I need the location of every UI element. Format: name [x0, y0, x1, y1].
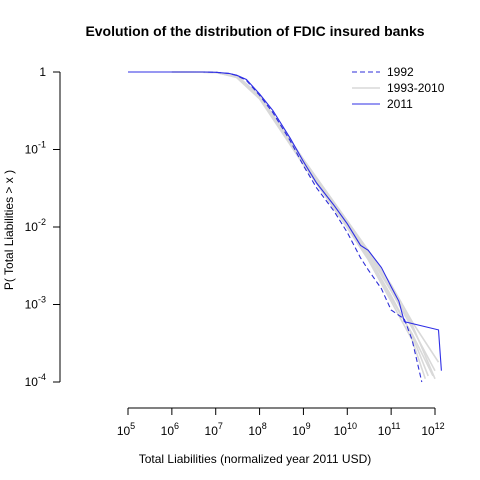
- axes: 1 10-1 10-2 10-3 10-4 105 106 107 108 109 1010 1011…: [25, 65, 445, 438]
- x-axis-label: Total Liabilities (normalized year 2011 …: [139, 452, 372, 466]
- legend: 1992 1993-2010 2011: [352, 65, 445, 111]
- series-line-1993-2010-4: [171, 71, 436, 380]
- series-line-1993-2010-1: [171, 71, 436, 372]
- chart-title: Evolution of the distribution of FDIC in…: [85, 23, 424, 39]
- legend-label-0: 1992: [387, 65, 414, 79]
- x-tick-label-1: 106: [161, 421, 179, 438]
- series-line-1993-2010-0: [171, 71, 440, 363]
- x-tick-label-5: 1010: [334, 421, 357, 438]
- y-axis-label: P( Total Liabilities > x ): [2, 170, 16, 290]
- legend-label-1: 1993-2010: [387, 81, 445, 95]
- y-tick-label-4: 10-4: [25, 372, 46, 389]
- y-tick-label-1: 10-1: [25, 140, 46, 157]
- series-line-1993-2010-2: [171, 71, 434, 377]
- series-line-1993-2010-5: [171, 71, 427, 380]
- y-tick-label-0: 1: [39, 65, 46, 79]
- series-line-1993-2010-3: [171, 71, 429, 377]
- y-tick-label-3: 10-3: [25, 295, 46, 312]
- y-tick-label-2: 10-2: [25, 217, 46, 234]
- x-tick-label-4: 109: [292, 421, 310, 438]
- x-tick-label-6: 1011: [378, 421, 401, 438]
- x-tick-label-2: 107: [205, 421, 223, 438]
- x-tick-label-3: 108: [248, 421, 266, 438]
- series-line-2011-0: [128, 71, 442, 371]
- legend-label-2: 2011: [387, 97, 413, 111]
- x-tick-label-0: 105: [117, 421, 135, 438]
- x-tick-label-7: 1012: [421, 421, 444, 438]
- plot-area: [128, 71, 442, 383]
